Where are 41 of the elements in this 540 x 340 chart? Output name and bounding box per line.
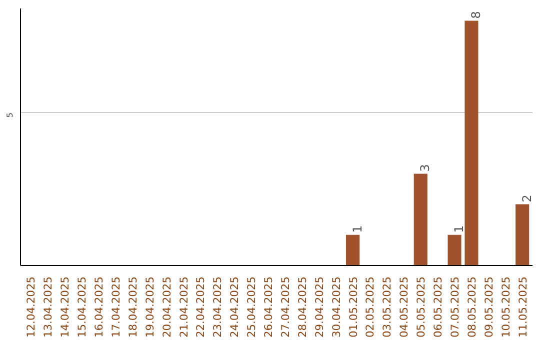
x-tick-label: 02.05.2025: [364, 276, 377, 338]
x-tick-label: 26.04.2025: [262, 276, 276, 338]
bar: [516, 204, 530, 266]
x-tick-label: 23.04.2025: [211, 276, 224, 338]
x-tick-label: 30.04.2025: [330, 276, 343, 338]
x-tick-label: 08.05.2025: [465, 276, 478, 338]
x-tick-label: 21.04.2025: [177, 276, 190, 338]
data-label: 1: [452, 225, 466, 233]
x-tick-label: 25.04.2025: [245, 276, 258, 338]
x-tick-label: 18.04.2025: [126, 276, 140, 338]
x-tick-label: 12.04.2025: [24, 276, 38, 338]
x-tick-label: 29.04.2025: [312, 276, 326, 338]
x-tick-label: 05.05.2025: [414, 276, 428, 338]
x-tick-label: 04.05.2025: [398, 276, 411, 338]
x-tick-label: 15.04.2025: [76, 276, 89, 338]
x-tick-label: 22.04.2025: [194, 276, 208, 338]
x-tick-label: 13.04.2025: [42, 276, 55, 338]
bar: [414, 174, 428, 266]
x-tick-label: 17.04.2025: [109, 276, 122, 338]
x-tick-label: 14.04.2025: [58, 276, 72, 338]
x-tick-label: 09.05.2025: [482, 276, 496, 338]
data-label: 2: [520, 194, 534, 202]
bar: [448, 234, 462, 266]
data-label: 8: [468, 11, 483, 19]
bar: [346, 234, 360, 266]
x-tick-label: 11.05.2025: [516, 276, 530, 338]
y-tick-label: 5: [6, 112, 14, 118]
x-tick-label: 28.04.2025: [296, 276, 309, 338]
x-tick-label: 03.05.2025: [380, 276, 394, 338]
x-tick-label: 19.04.2025: [143, 276, 156, 338]
x-tick-label: 10.05.2025: [499, 276, 512, 338]
x-tick-label: 20.04.2025: [160, 276, 174, 338]
data-label: 3: [418, 164, 432, 172]
x-tick-label: 24.04.2025: [228, 276, 242, 338]
x-tick-label: 16.04.2025: [92, 276, 106, 338]
bar: [464, 20, 478, 266]
x-tick-label: 07.05.2025: [448, 276, 462, 338]
x-tick-label: 27.04.2025: [278, 276, 292, 338]
data-label: 1: [350, 225, 364, 233]
x-tick-label: 01.05.2025: [346, 276, 360, 338]
x-tick-label: 06.05.2025: [432, 276, 445, 338]
